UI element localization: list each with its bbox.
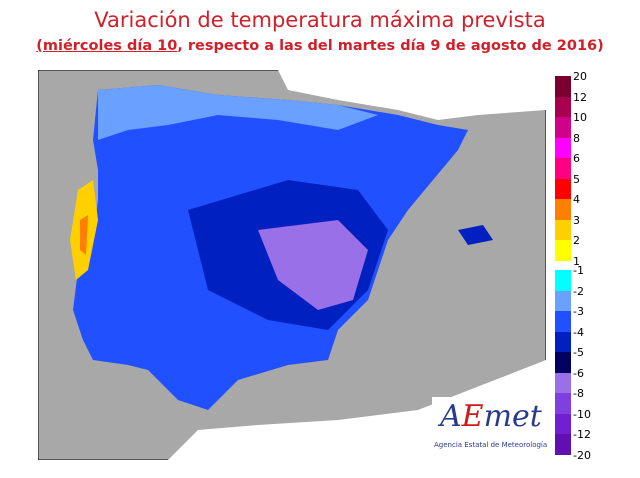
legend-swatch — [555, 352, 571, 373]
legend-label: 2 — [573, 234, 580, 247]
legend-swatch — [555, 311, 571, 332]
legend-warm-scale — [555, 76, 571, 261]
legend-cool-scale — [555, 270, 571, 455]
legend-swatch — [555, 434, 571, 455]
region-cool-cyan — [98, 85, 378, 140]
legend-swatch — [555, 393, 571, 414]
legend-label: -8 — [573, 387, 584, 400]
legend-swatch — [555, 117, 571, 138]
legend-label: -4 — [573, 325, 584, 339]
france — [278, 70, 546, 120]
map-subtitle: (miércoles día 10, respecto a las del ma… — [0, 38, 640, 54]
legend-label: 10 — [573, 111, 587, 124]
legend-label: -20 — [573, 448, 591, 462]
logo-mark: AEmet — [440, 399, 542, 434]
legend-label: 3 — [573, 213, 580, 227]
legend-swatch — [555, 137, 571, 158]
legend-label: -5 — [573, 346, 584, 359]
legend-swatch — [555, 76, 571, 97]
balearics — [458, 225, 493, 245]
legend-label: 12 — [573, 90, 587, 104]
legend-swatch — [555, 372, 571, 393]
legend-label: -10 — [573, 407, 591, 421]
legend-label: -3 — [573, 305, 584, 318]
legend-label: 4 — [573, 193, 580, 206]
legend-swatch — [555, 219, 571, 240]
legend-swatch — [555, 240, 571, 261]
legend-label: -2 — [573, 284, 584, 298]
legend-swatch — [555, 290, 571, 311]
legend-label: 20 — [573, 70, 587, 83]
logo-caption: Agencia Estatal de Meteorología — [434, 441, 548, 449]
legend-label: -6 — [573, 366, 584, 380]
legend-swatch — [555, 178, 571, 199]
legend-swatch — [555, 270, 571, 291]
subtitle-date: (miércoles día 10 — [36, 38, 178, 54]
temperature-map — [38, 70, 546, 460]
legend-label: -1 — [573, 264, 584, 277]
aemet-logo: AEmet Agencia Estatal de Meteorología — [432, 397, 547, 453]
map-title: Variación de temperatura máxima prevista — [94, 8, 546, 32]
legend-label: 5 — [573, 172, 580, 186]
subtitle-rest: , respecto a las del martes día 9 de ago… — [177, 38, 604, 54]
legend-swatch — [555, 331, 571, 352]
legend-swatch — [555, 199, 571, 220]
legend-label: 1 — [573, 254, 580, 268]
legend-label: 8 — [573, 131, 580, 145]
region-warm-core — [80, 215, 88, 255]
legend-label: 6 — [573, 152, 580, 165]
legend-swatch — [555, 413, 571, 434]
region-purple — [258, 220, 368, 310]
legend-swatch — [555, 158, 571, 179]
legend-label: -12 — [573, 428, 591, 441]
legend-swatch — [555, 96, 571, 117]
